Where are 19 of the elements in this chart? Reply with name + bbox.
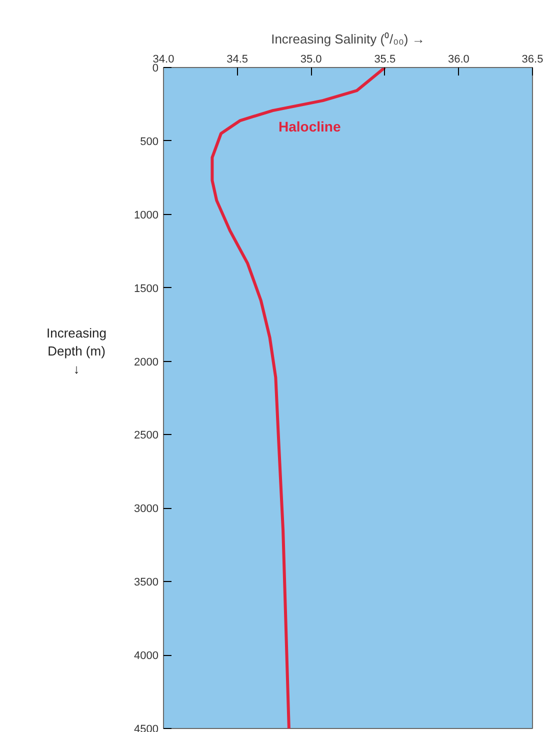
y-tick-label: 1000: [134, 209, 159, 222]
x-tick-label: 35.5: [374, 54, 396, 66]
y-tick-label: 1500: [134, 282, 159, 295]
y-tick-label: 3000: [134, 503, 159, 516]
y-tick-label: 500: [140, 136, 159, 148]
y-tick-label: 0: [152, 62, 159, 74]
x-tick-label: 36.5: [522, 54, 544, 66]
y-tick-label: 2500: [134, 430, 159, 442]
y-tick-label: 3500: [134, 576, 159, 589]
x-axis-title: Increasing Salinity (⁰/₀₀) →: [271, 32, 425, 46]
y-tick-label: 4000: [134, 650, 159, 662]
x-tick-label: 36.0: [448, 54, 470, 66]
y-axis-title: Increasing Depth (m) ↓: [46, 325, 106, 376]
annotation: Halocline: [278, 118, 341, 134]
line-series: [210, 68, 386, 728]
x-tick-label: 34.0: [152, 54, 174, 66]
x-tick-label: 34.5: [226, 54, 248, 66]
x-tick-label: 35.0: [300, 54, 322, 66]
y-tick-label: 2000: [134, 356, 159, 368]
